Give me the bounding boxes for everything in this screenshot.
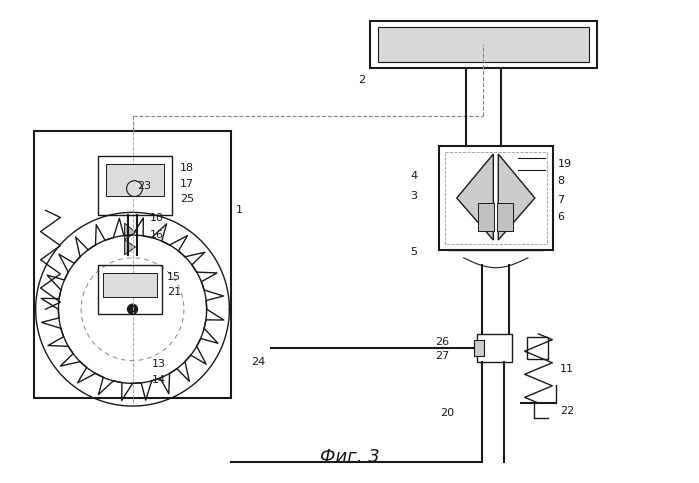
Text: 26: 26 <box>435 337 449 347</box>
Text: Фиг. 3: Фиг. 3 <box>320 449 380 467</box>
Bar <box>106 164 164 196</box>
Text: 27: 27 <box>435 351 449 361</box>
Text: 17: 17 <box>180 179 194 189</box>
Text: 7: 7 <box>558 196 565 205</box>
Polygon shape <box>498 154 535 240</box>
Text: 20: 20 <box>440 408 454 418</box>
Text: 3: 3 <box>410 190 417 200</box>
Text: 6: 6 <box>558 213 565 222</box>
Polygon shape <box>124 240 136 255</box>
Text: 10: 10 <box>150 213 164 223</box>
Bar <box>497 203 513 231</box>
Text: 14: 14 <box>152 375 166 385</box>
Text: 19: 19 <box>558 159 572 169</box>
Text: 15: 15 <box>167 271 181 282</box>
Bar <box>439 146 553 250</box>
Bar <box>370 21 597 68</box>
Bar <box>477 334 512 362</box>
Text: 1: 1 <box>236 205 243 215</box>
Bar <box>526 337 549 359</box>
Text: 25: 25 <box>180 195 194 204</box>
Text: 16: 16 <box>150 230 164 240</box>
Bar <box>103 272 157 298</box>
Bar <box>377 27 589 62</box>
Text: 21: 21 <box>167 287 181 298</box>
Bar <box>98 265 162 314</box>
Text: 5: 5 <box>410 247 417 257</box>
Bar <box>445 152 547 244</box>
Polygon shape <box>124 223 136 240</box>
Polygon shape <box>456 154 493 240</box>
Text: 13: 13 <box>152 358 166 369</box>
Text: 11: 11 <box>560 364 575 373</box>
Bar <box>34 131 231 398</box>
Text: 22: 22 <box>560 406 575 416</box>
Bar <box>98 156 172 215</box>
Text: 23: 23 <box>138 181 152 191</box>
Text: 8: 8 <box>558 176 565 185</box>
Text: 4: 4 <box>410 171 417 181</box>
Text: 2: 2 <box>358 75 365 85</box>
Bar <box>474 340 484 355</box>
Circle shape <box>128 304 138 314</box>
Text: 18: 18 <box>180 163 194 173</box>
Text: 24: 24 <box>251 356 266 367</box>
Bar <box>479 203 494 231</box>
